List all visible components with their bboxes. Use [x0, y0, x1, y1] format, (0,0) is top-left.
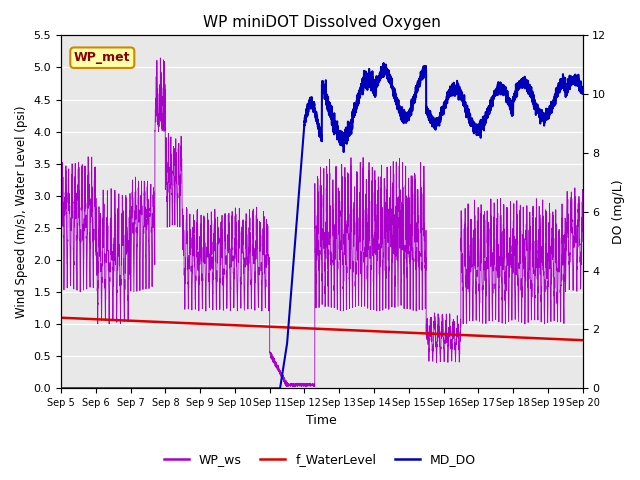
Text: WP_met: WP_met: [74, 51, 131, 64]
X-axis label: Time: Time: [307, 414, 337, 427]
Legend: WP_ws, f_WaterLevel, MD_DO: WP_ws, f_WaterLevel, MD_DO: [159, 448, 481, 471]
Title: WP miniDOT Dissolved Oxygen: WP miniDOT Dissolved Oxygen: [203, 15, 441, 30]
Y-axis label: DO (mg/L): DO (mg/L): [612, 180, 625, 244]
Y-axis label: Wind Speed (m/s), Water Level (psi): Wind Speed (m/s), Water Level (psi): [15, 106, 28, 318]
